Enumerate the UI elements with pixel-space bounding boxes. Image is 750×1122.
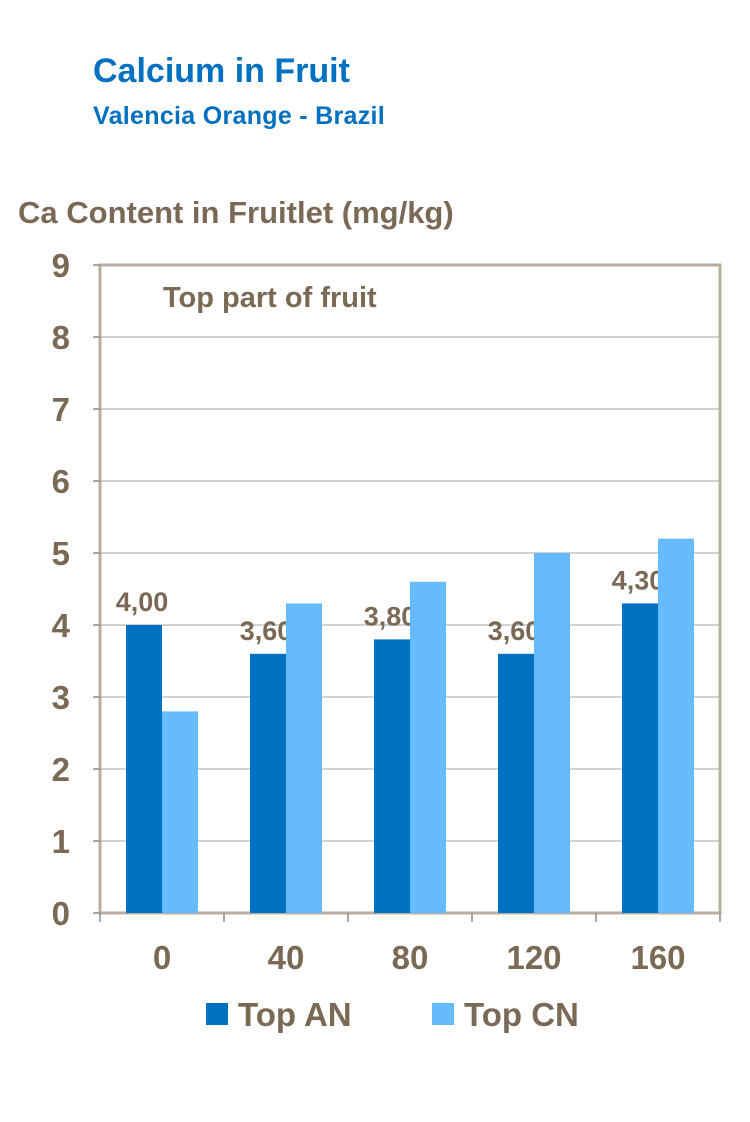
bar-top-an [498,653,534,913]
legend: Top AN Top CN [206,996,579,1033]
bar-top-cn [286,603,322,913]
axes-group: 0 1 2 3 4 5 6 7 8 9 0 40 80 120 160 [52,247,721,976]
data-label: 3,60 [240,616,293,646]
bar-top-cn [162,711,198,913]
y-tick-label: 0 [52,895,70,932]
bar-top-an [374,639,410,913]
data-label: 4,00 [116,587,169,617]
x-tick-label: 120 [506,939,561,976]
y-tick-label: 2 [52,751,70,788]
bar-top-an [126,625,162,913]
bar-top-cn [658,538,694,913]
y-tick-label: 1 [52,823,70,860]
y-tick-label: 7 [52,391,70,428]
y-tick-label: 3 [52,679,70,716]
bar-top-cn [410,581,446,913]
x-tick-label: 80 [392,939,429,976]
y-tick-label: 5 [52,535,70,572]
bar-top-cn [534,553,570,913]
bar-top-an [622,603,658,913]
legend-label: Top CN [464,996,579,1033]
legend-swatch [206,1003,228,1025]
data-label: 3,60 [488,616,541,646]
x-tick-label: 160 [630,939,685,976]
x-tick-label: 40 [268,939,305,976]
chart-subtitle: Valencia Orange - Brazil [93,102,386,130]
y-tick-label: 4 [52,607,71,644]
chart-title: Calcium in Fruit [93,52,350,90]
x-tick-label: 0 [153,939,171,976]
y-tick-label: 6 [52,463,70,500]
bars-group: 4,00 3,60 3,80 3,60 4,30 [116,538,694,913]
y-tick-label: 8 [52,319,70,356]
bar-top-an [250,653,286,913]
legend-label: Top AN [238,996,352,1033]
y-tick-label: 9 [52,247,70,284]
plot-annotation: Top part of fruit [163,282,377,314]
data-label: 3,80 [364,601,417,631]
data-label: 4,30 [612,565,665,595]
y-axis-label: Ca Content in Fruitlet (mg/kg) [18,195,454,230]
legend-swatch [432,1003,454,1025]
